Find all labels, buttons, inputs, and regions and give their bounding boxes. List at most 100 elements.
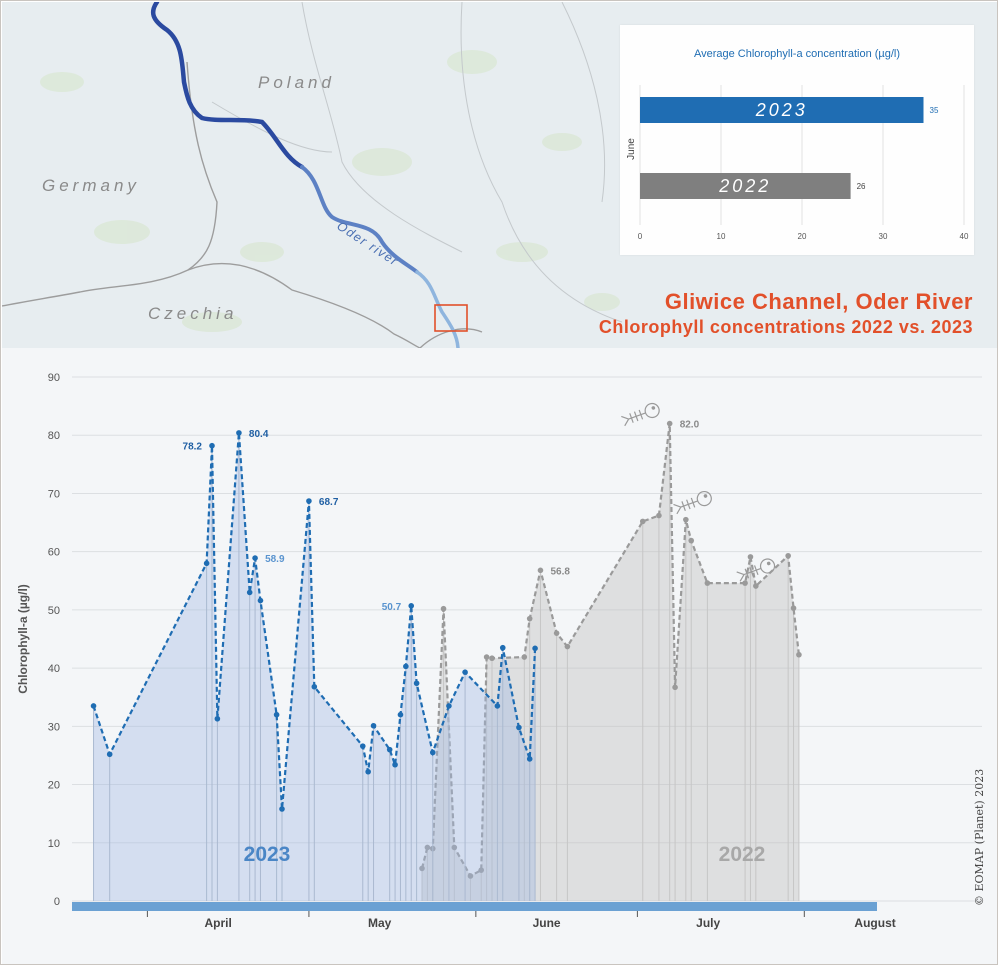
series-point [462, 669, 468, 675]
fish-rib [681, 501, 686, 511]
y-tick-label: 0 [54, 896, 60, 908]
series-point [688, 537, 695, 544]
fish-eye [703, 494, 708, 498]
fish-tail [736, 571, 745, 582]
series-point [106, 751, 113, 758]
series-point [203, 560, 210, 567]
series-point [553, 630, 560, 636]
series-point [214, 715, 221, 722]
fish-rib [753, 565, 759, 576]
series-point [446, 703, 452, 709]
series-point [451, 844, 458, 851]
fish-tail [673, 503, 682, 515]
inset-x-tick-label: 10 [717, 232, 726, 241]
y-tick-label: 70 [48, 488, 60, 500]
map-svg: Oder river [2, 2, 623, 348]
series-point [742, 580, 748, 586]
series-point [413, 680, 420, 687]
series-point [483, 654, 490, 660]
y-tick-label: 60 [48, 547, 60, 559]
series-point [257, 597, 264, 604]
main-chart-svg: 0 10 20 30 40 50 60 70 80 90 Chlorophyll-a (µg/l) 5… [16, 372, 982, 930]
series-point [90, 703, 97, 709]
fish-rib [638, 409, 644, 420]
series-point [279, 806, 285, 812]
x-axis-month-label: April [204, 916, 231, 930]
dead-fish-icon [736, 558, 776, 582]
map-background: Oder river Poland Germany Czechia Averag… [2, 2, 997, 348]
study-area-marker [434, 304, 468, 332]
series-point [311, 683, 318, 690]
fish-eye [651, 406, 656, 410]
fish-head [759, 558, 776, 574]
inset-x-tick-label: 20 [798, 232, 807, 241]
series-2023 [90, 430, 538, 901]
y-tick-label: 80 [48, 430, 60, 442]
series-point [424, 844, 431, 851]
x-axis-bar [72, 902, 877, 911]
x-axis-month-label: June [533, 916, 561, 930]
fish-head [696, 490, 712, 507]
series-point [252, 555, 258, 561]
series-point [365, 768, 371, 775]
fish-rib [744, 568, 750, 579]
title-block: Gliwice Channel, Oder River Chlorophyll … [599, 289, 973, 338]
series-point [526, 615, 533, 622]
fish-rib [690, 497, 696, 508]
series-point [236, 430, 242, 436]
data-label: 58.9 [265, 554, 285, 565]
inset-bar-category-label: 2022 [718, 176, 771, 196]
series-point [429, 749, 436, 756]
series-point [790, 605, 797, 611]
series-point [753, 583, 759, 589]
y-tick-label: 30 [48, 721, 60, 733]
inset-x-tick-label: 0 [638, 232, 643, 241]
inset-chart-svg: Average Chlorophyll-a concentration (µg/… [626, 48, 969, 241]
region-lines [211, 2, 623, 323]
series-point [392, 761, 398, 768]
main-chart-area: 0 10 20 30 40 50 60 70 80 90 Chlorophyll-a (µg/l) 5… [2, 348, 997, 964]
series-point [370, 722, 377, 729]
series-point [419, 865, 425, 872]
x-axis-month-label: May [368, 916, 392, 930]
fish-rib [629, 413, 634, 423]
y-tick-label: 50 [48, 605, 60, 617]
series-2022 [419, 420, 802, 901]
inset-x-tick-label: 40 [960, 232, 969, 241]
series-point [666, 420, 673, 427]
series-point [359, 743, 366, 749]
fish-rib [686, 499, 691, 510]
fish-eye [766, 561, 771, 566]
series-area-2022 [422, 423, 799, 901]
inset-x-tick-label: 30 [879, 232, 888, 241]
series-point [478, 867, 485, 873]
x-axis-month-label: July [696, 916, 720, 930]
series-point [672, 684, 678, 691]
series-point [209, 442, 215, 449]
data-label: 56.8 [550, 566, 570, 577]
series-point [785, 552, 791, 559]
inset-bar-chart: Average Chlorophyll-a concentration (µg/… [620, 25, 974, 255]
land-patches [40, 50, 620, 332]
inset-bar-value-label: 35 [930, 106, 939, 115]
inset-y-category-label: June [626, 138, 637, 160]
x-axis-month-label: August [854, 916, 895, 930]
series-area-2023 [93, 432, 536, 901]
inset-bar-2022 [640, 173, 851, 199]
series-point [516, 724, 522, 731]
y-tick-label: 10 [48, 838, 60, 850]
series-point [440, 605, 447, 612]
copyright-notice: © EOMAP (Planet) 2023 [973, 768, 986, 906]
data-label: 68.7 [319, 497, 339, 508]
series-point [386, 746, 393, 753]
figure-title: Gliwice Channel, Oder River [664, 289, 973, 314]
series-point [397, 711, 404, 718]
series-name-2022: 2022 [719, 843, 766, 866]
series-point [639, 518, 646, 525]
fish-tail [621, 415, 630, 427]
series-point [564, 643, 571, 650]
series-point [747, 554, 754, 560]
y-tick-label: 40 [48, 663, 60, 675]
inset-bar-category-label: 2023 [755, 100, 808, 120]
series-point [246, 589, 253, 596]
